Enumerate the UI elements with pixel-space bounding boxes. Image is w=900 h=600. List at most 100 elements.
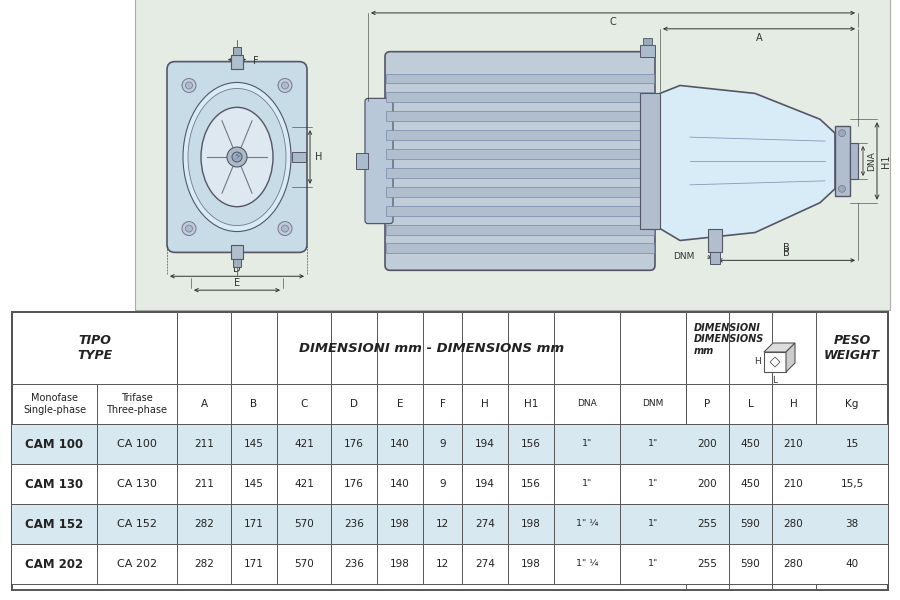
Text: 15: 15 [845, 439, 859, 449]
Ellipse shape [201, 107, 273, 206]
Text: 1": 1" [582, 479, 592, 488]
Text: 274: 274 [475, 519, 495, 529]
Text: Kg: Kg [845, 399, 859, 409]
Circle shape [282, 82, 289, 89]
Polygon shape [770, 357, 780, 367]
Bar [231, 55, 243, 68]
Text: 198: 198 [390, 519, 410, 529]
Text: 211: 211 [194, 479, 214, 489]
Text: 280: 280 [784, 559, 804, 569]
Text: CAM 202: CAM 202 [25, 557, 84, 571]
Polygon shape [764, 343, 795, 352]
Circle shape [282, 225, 289, 232]
Text: D: D [350, 399, 358, 409]
Text: H: H [315, 152, 322, 162]
Text: A: A [756, 33, 762, 43]
Text: 590: 590 [741, 519, 760, 529]
Bar [386, 244, 654, 253]
Bar [708, 229, 722, 253]
Bar [233, 47, 241, 55]
Text: B: B [783, 248, 790, 259]
Text: B: B [250, 399, 257, 409]
Text: CA 130: CA 130 [117, 479, 157, 489]
Text: 450: 450 [741, 479, 760, 489]
Text: CA 152: CA 152 [117, 519, 157, 529]
Polygon shape [786, 343, 795, 372]
Text: 12: 12 [436, 519, 449, 529]
Bar [640, 45, 655, 56]
Text: 171: 171 [244, 559, 264, 569]
Text: 198: 198 [521, 519, 541, 529]
Text: E: E [397, 399, 403, 409]
Text: DNA: DNA [577, 400, 597, 409]
Bar [12, 424, 888, 464]
Text: DNA: DNA [867, 151, 876, 171]
Text: 1": 1" [648, 520, 658, 529]
Text: 200: 200 [698, 479, 717, 489]
Circle shape [839, 130, 845, 137]
Bar [386, 74, 654, 83]
Bar [386, 168, 654, 178]
Text: H: H [482, 399, 489, 409]
Text: 145: 145 [244, 479, 264, 489]
FancyBboxPatch shape [167, 62, 307, 253]
Text: 198: 198 [390, 559, 410, 569]
Text: 200: 200 [698, 439, 717, 449]
Text: 171: 171 [244, 519, 264, 529]
Circle shape [182, 221, 196, 236]
Bar [386, 130, 654, 140]
Text: F: F [439, 399, 446, 409]
Text: 1": 1" [582, 439, 592, 449]
Text: 236: 236 [344, 559, 364, 569]
Text: 211: 211 [194, 439, 214, 449]
Ellipse shape [188, 88, 286, 226]
Polygon shape [660, 85, 835, 241]
Text: F: F [253, 56, 258, 65]
Text: 145: 145 [244, 439, 264, 449]
Text: 156: 156 [521, 479, 541, 489]
Text: PESO
WEIGHT: PESO WEIGHT [824, 334, 880, 362]
Circle shape [185, 225, 193, 232]
Text: H: H [789, 399, 797, 409]
Text: 156: 156 [521, 439, 541, 449]
Bar [386, 206, 654, 215]
FancyBboxPatch shape [385, 52, 655, 270]
Text: 1": 1" [648, 559, 658, 569]
Bar [12, 464, 888, 504]
Text: 194: 194 [475, 479, 495, 489]
FancyBboxPatch shape [365, 98, 393, 224]
Text: CA 100: CA 100 [117, 439, 157, 449]
Bar [386, 92, 654, 103]
Text: H1: H1 [524, 399, 538, 409]
Text: 1" ¼: 1" ¼ [576, 520, 598, 529]
Text: DNM: DNM [643, 400, 663, 409]
Circle shape [839, 185, 845, 192]
Bar [386, 111, 654, 121]
Bar [640, 94, 660, 229]
Text: 255: 255 [698, 559, 717, 569]
Text: H: H [754, 358, 761, 367]
Text: D: D [233, 265, 241, 274]
Text: A: A [201, 399, 208, 409]
Circle shape [227, 147, 247, 167]
Text: 570: 570 [294, 519, 314, 529]
Circle shape [182, 79, 196, 92]
Bar [356, 153, 368, 169]
Text: C: C [301, 399, 308, 409]
Bar [292, 152, 306, 162]
Bar [386, 149, 654, 159]
Text: 210: 210 [784, 439, 804, 449]
Text: Monofase
Single-phase: Monofase Single-phase [22, 393, 86, 415]
Circle shape [278, 79, 292, 92]
Bar [643, 38, 652, 45]
Bar [231, 245, 243, 259]
Text: 282: 282 [194, 559, 214, 569]
Text: 176: 176 [344, 479, 364, 489]
Text: DIMENSIONI mm - DIMENSIONS mm: DIMENSIONI mm - DIMENSIONS mm [299, 341, 564, 355]
Text: L: L [748, 399, 753, 409]
Text: DIMENSIONI
DIMENSIONS
mm: DIMENSIONI DIMENSIONS mm [694, 323, 764, 356]
Text: CAM 100: CAM 100 [25, 437, 84, 451]
Text: CAM 130: CAM 130 [25, 478, 84, 491]
Text: 194: 194 [475, 439, 495, 449]
Text: 421: 421 [294, 439, 314, 449]
